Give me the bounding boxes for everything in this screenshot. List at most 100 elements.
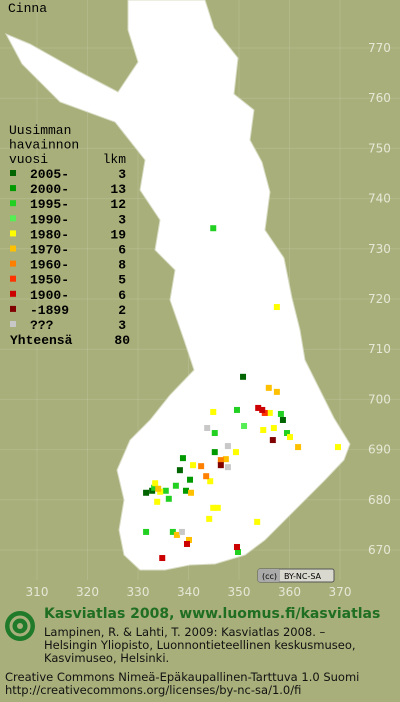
observation: [259, 406, 266, 413]
legend-count: 6: [118, 243, 126, 258]
legend-label: 1960-: [30, 258, 69, 273]
y-tick-label: 720: [368, 292, 391, 306]
observation: [287, 434, 294, 441]
y-tick-label: 770: [368, 41, 391, 55]
observation: [157, 488, 164, 495]
legend-count: 3: [118, 318, 126, 333]
observation: [211, 430, 218, 437]
observation: [206, 515, 213, 522]
observation: [232, 449, 239, 456]
observation: [283, 430, 290, 437]
observation: [182, 487, 189, 494]
observation: [273, 388, 280, 395]
observation: [172, 482, 179, 489]
observation: [334, 444, 341, 451]
observation: [265, 384, 272, 391]
legend-count: 6: [118, 288, 126, 303]
observation: [169, 528, 176, 535]
legend-label: 1900-: [30, 288, 69, 303]
observation: [176, 467, 183, 474]
y-tick-label: 680: [368, 493, 391, 507]
badge-text: BY-NC-SA: [284, 572, 322, 581]
legend-label: 1980-: [30, 227, 69, 242]
legend-heading: Uusimman: [9, 123, 71, 138]
observation: [222, 456, 229, 463]
observation: [270, 425, 277, 432]
license-line: Creative Commons Nimeä-Epäkaupallinen-Ta…: [5, 670, 359, 684]
observation: [159, 555, 166, 562]
observation: [162, 487, 169, 494]
observation: [277, 410, 284, 417]
legend-count: 12: [110, 197, 126, 212]
y-tick-label: 670: [368, 543, 391, 557]
y-tick-label: 690: [368, 443, 391, 457]
legend-heading: havainnon: [9, 138, 79, 153]
legend-swatch: [10, 185, 16, 192]
legend-label: -1899: [30, 303, 69, 318]
observation: [261, 409, 268, 416]
x-tick-label: 330: [127, 585, 150, 599]
legend-count: 8: [118, 258, 126, 273]
legend-label: 2000-: [30, 182, 69, 197]
observation: [152, 480, 159, 487]
legend-swatch: [10, 230, 16, 237]
observation: [204, 425, 211, 432]
legend-swatch: [10, 245, 16, 252]
observation: [198, 463, 205, 470]
legend-total-label: Yhteensä: [10, 333, 73, 348]
observation: [224, 464, 231, 471]
legend-swatch: [10, 200, 16, 207]
legend-count: 3: [118, 212, 126, 227]
legend-swatch: [10, 275, 16, 282]
observation: [260, 427, 267, 434]
legend-heading: vuosi: [9, 152, 48, 167]
legend-total: 80: [114, 333, 130, 348]
observation: [207, 478, 214, 485]
legend-label: 1995-: [30, 197, 69, 212]
observation: [203, 473, 210, 480]
legend-label: 1990-: [30, 212, 69, 227]
observation: [240, 373, 247, 380]
observation: [210, 504, 217, 511]
y-tick-label: 740: [368, 192, 391, 206]
y-tick-label: 750: [368, 141, 391, 155]
logo: [5, 611, 35, 641]
observation: [214, 504, 221, 511]
observation: [179, 455, 186, 462]
observation: [154, 498, 161, 505]
observation: [210, 408, 217, 415]
map-title: Cinna: [8, 1, 47, 16]
observation: [149, 487, 156, 494]
legend-label: ???: [30, 318, 54, 333]
legend-count: 2: [118, 303, 126, 318]
legend-count: 3: [118, 167, 126, 182]
observation-points: [143, 225, 341, 562]
x-tick-label: 360: [278, 585, 301, 599]
observation: [186, 536, 193, 543]
observation: [269, 437, 276, 444]
y-tick-label: 730: [368, 242, 391, 256]
footer-headline: Kasviatlas 2008, www.luomus.fi/kasviatla…: [44, 606, 380, 622]
legend-label: 1970-: [30, 243, 69, 258]
y-tick-label: 700: [368, 392, 391, 406]
observation: [183, 540, 190, 547]
observation: [210, 225, 217, 232]
y-tick-label: 710: [368, 342, 391, 356]
citation-line: Helsingin Yliopisto, Luonnontieteellinen…: [44, 638, 356, 652]
observation: [211, 449, 218, 456]
observation: [187, 476, 194, 483]
legend-count: 19: [110, 227, 126, 242]
citation-line: Lampinen, R. & Lahti, T. 2009: Kasviatla…: [44, 625, 326, 639]
legend-label: 2005-: [30, 167, 69, 182]
observation: [234, 549, 241, 556]
license-badge: (cc) BY-NC-SA: [257, 568, 335, 583]
observation: [233, 543, 240, 550]
y-tick-label: 760: [368, 91, 391, 105]
observation: [143, 489, 150, 496]
legend-count: 5: [118, 273, 126, 288]
observation: [254, 518, 261, 525]
legend-count-heading: lkm: [103, 152, 127, 167]
legend-swatch: [10, 170, 16, 176]
